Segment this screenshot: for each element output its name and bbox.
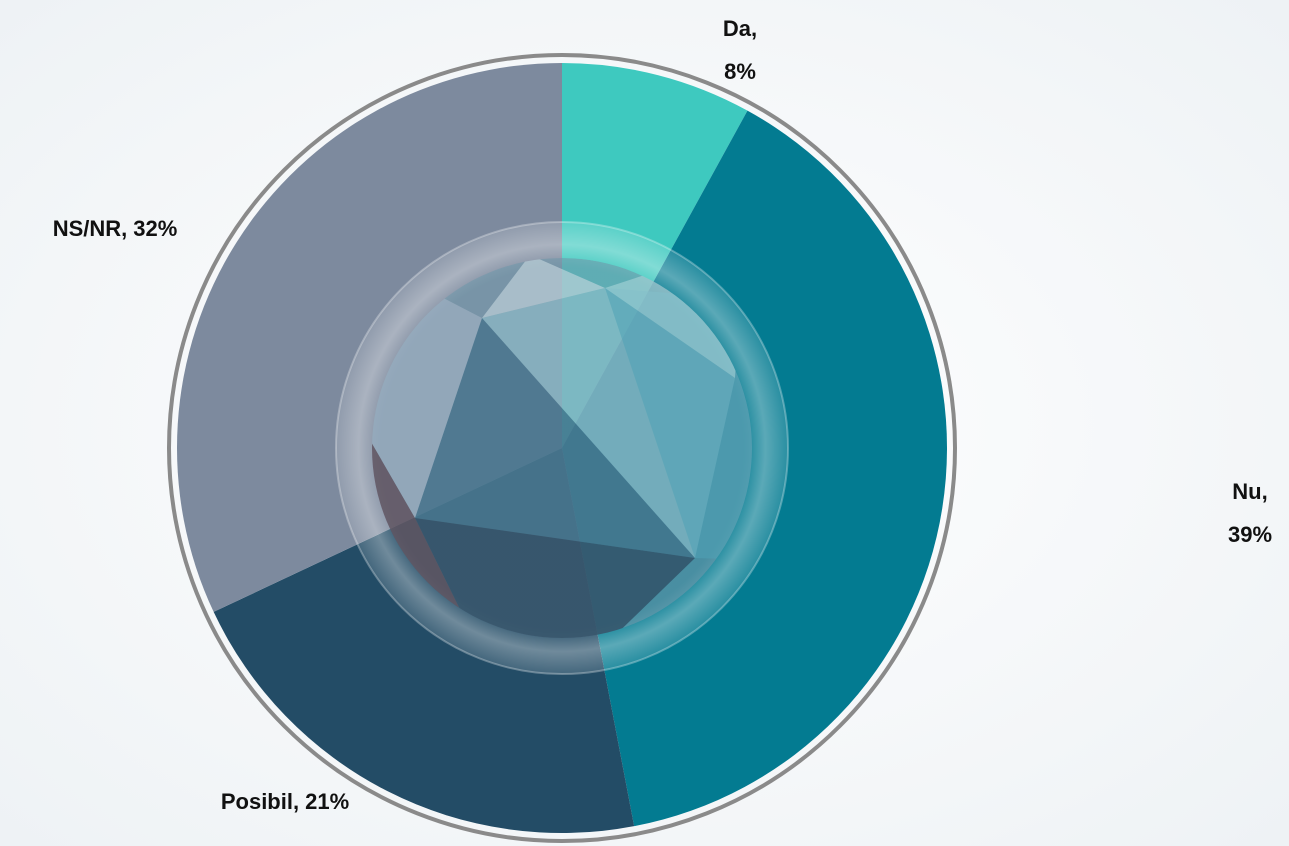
data-label: Nu, 39% [1228, 479, 1272, 547]
value-label: 32% [133, 216, 177, 241]
category-label: Nu, [1232, 479, 1267, 504]
center-decoration [335, 221, 789, 675]
labels: Da, 8% Nu, 39% Posibil, 21% NS/NR, 32% [53, 16, 1272, 814]
data-label: Da, 8% [723, 16, 757, 84]
category-label: Da, [723, 16, 757, 41]
value-label: 21% [305, 789, 349, 814]
category-label: NS/NR, [53, 216, 128, 241]
value-label: 8% [724, 59, 756, 84]
category-label: Posibil, [221, 789, 299, 814]
data-label: NS/NR, 32% [53, 216, 178, 241]
data-label: Posibil, 21% [221, 789, 349, 814]
value-label: 39% [1228, 522, 1272, 547]
outer-ring [167, 53, 957, 843]
